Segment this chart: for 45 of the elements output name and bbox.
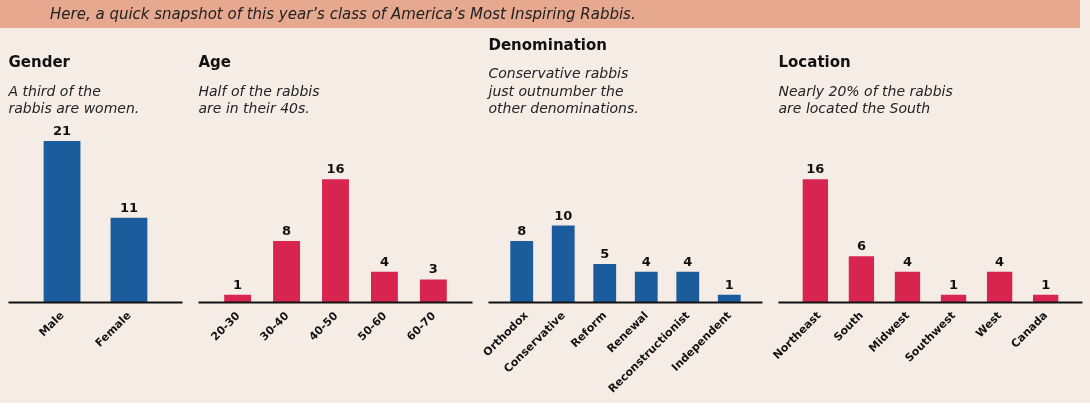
data-label: 8 (282, 222, 292, 238)
bar (551, 225, 575, 303)
data-label: 1 (949, 276, 959, 292)
chart-title: Denomination (488, 35, 607, 54)
data-label: 4 (902, 253, 912, 269)
bar (848, 256, 875, 303)
chart-title: Gender (8, 52, 71, 71)
bar (224, 294, 252, 303)
data-label: 10 (554, 207, 573, 223)
data-label: 21 (52, 122, 72, 138)
bar (322, 179, 349, 303)
data-label: 4 (683, 253, 693, 269)
bar (717, 294, 741, 303)
data-label: 5 (600, 246, 610, 262)
bar (634, 271, 658, 303)
chart-subtitle: Half of the rabbis are in their 40s. (198, 82, 320, 117)
chart-subtitle: Conservative rabbis just outnumber the other denominations. (486, 65, 639, 117)
data-label: 8 (517, 222, 527, 238)
chart-subtitle: Nearly 20% of the rabbis are located the South (778, 82, 953, 117)
data-label: 4 (379, 253, 389, 269)
text: Here, a quick snapshot of this year’s class of America’s Most Inspiring Rabbis. (50, 5, 636, 23)
bar (273, 240, 301, 303)
data-label: 4 (641, 253, 651, 269)
bar (894, 271, 921, 303)
bar (370, 271, 398, 303)
data-label: 3 (428, 261, 438, 277)
bar (940, 294, 967, 303)
bar (986, 271, 1013, 303)
data-label: 11 (119, 199, 139, 215)
bar (419, 279, 447, 303)
data-label: 4 (995, 253, 1005, 269)
data-label: 1 (1041, 276, 1051, 292)
data-label: 16 (326, 161, 345, 177)
chart-title: Location (778, 52, 851, 71)
chart-subtitle: A third of the rabbis are women. (7, 82, 140, 117)
bar (676, 271, 700, 303)
bar (1032, 294, 1059, 303)
data-label: 1 (233, 276, 243, 292)
bar (593, 264, 617, 303)
data-label: 1 (724, 276, 734, 292)
chart-title: Age (198, 52, 232, 71)
data-label: 6 (856, 238, 866, 254)
bar (510, 240, 534, 303)
bar (802, 179, 829, 303)
data-label: 16 (806, 161, 825, 177)
